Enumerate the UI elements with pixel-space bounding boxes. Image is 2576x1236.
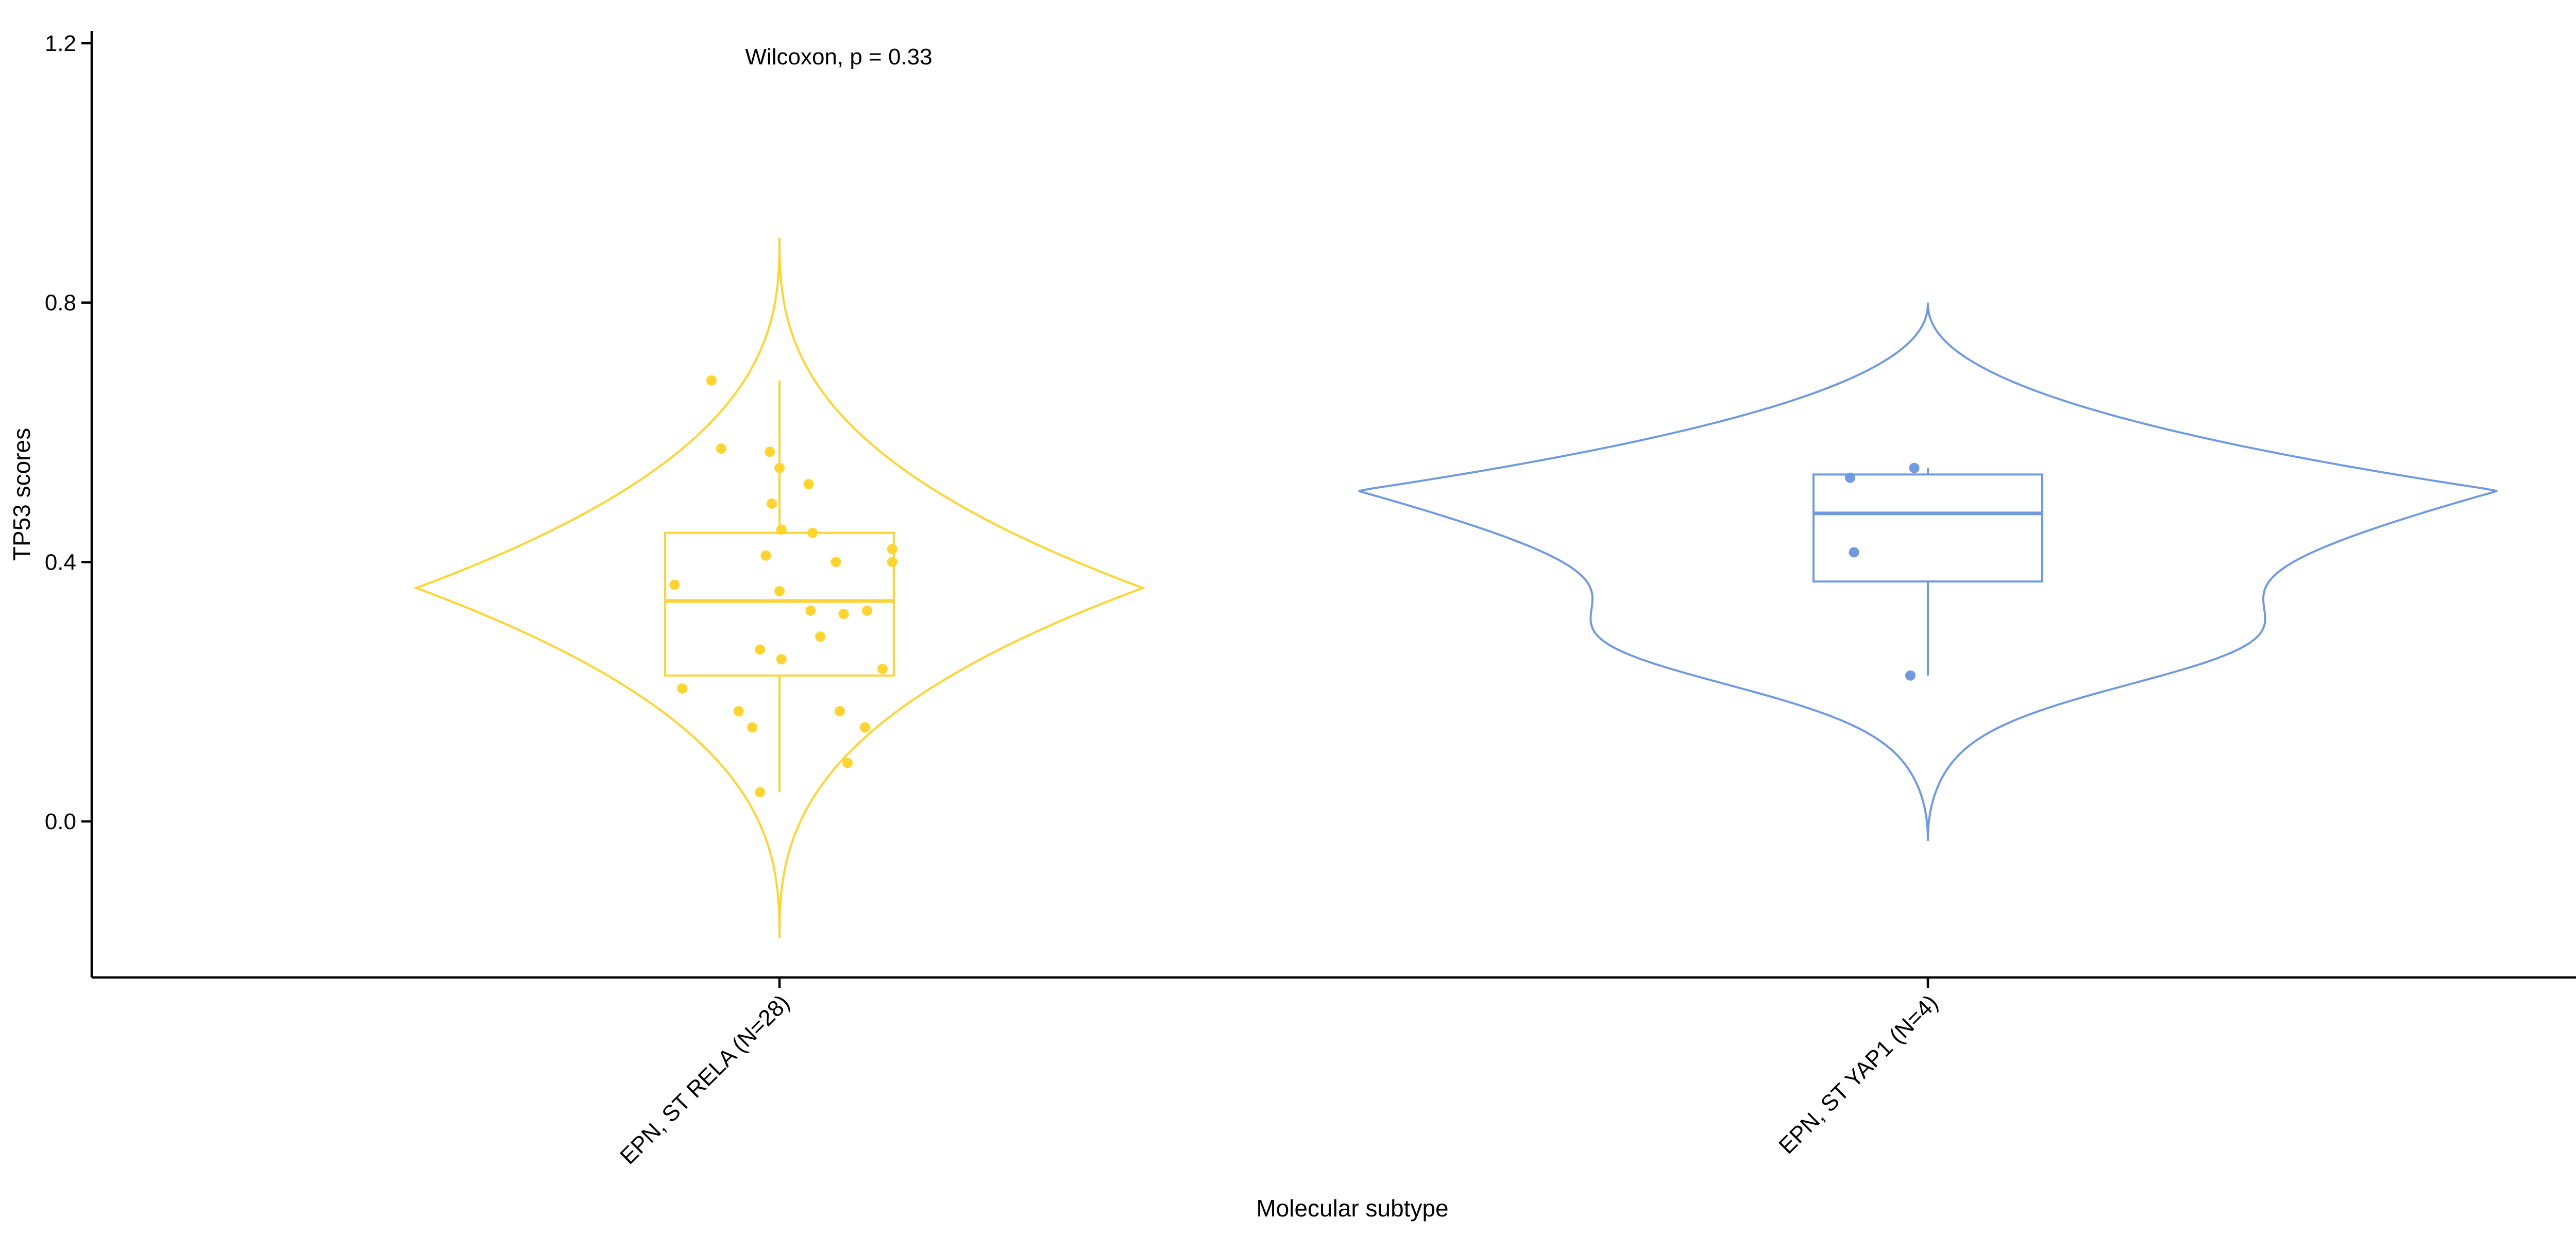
y-tick-label-1: 0.0 bbox=[45, 809, 76, 834]
violin-1 bbox=[413, 237, 1146, 938]
data-point-1-18 bbox=[815, 631, 826, 642]
data-point-1-13 bbox=[669, 579, 680, 590]
data-point-1-15 bbox=[861, 605, 872, 616]
data-point-2-3 bbox=[1849, 547, 1859, 558]
plot-area bbox=[413, 237, 2498, 938]
data-point-1-11 bbox=[831, 557, 841, 568]
axes: EPN, ST RELA (N=28) EPN, ST YAP1 (N=4) 0.0… bbox=[45, 31, 2576, 1169]
data-point-1-2 bbox=[716, 443, 726, 454]
data-point-1-6 bbox=[766, 499, 777, 509]
data-point-1-7 bbox=[776, 524, 787, 535]
box-1 bbox=[664, 531, 895, 677]
y-tick-label-4: 1.2 bbox=[45, 31, 76, 56]
y-tick-label-2: 0.4 bbox=[45, 550, 76, 575]
data-point-1-20 bbox=[776, 654, 787, 665]
data-point-1-27 bbox=[842, 758, 853, 768]
x-tick-label-2: EPN, ST YAP1 (N=4) bbox=[1774, 990, 1943, 1159]
data-point-1-14 bbox=[774, 586, 785, 596]
x-axis-title: Molecular subtype bbox=[1256, 1195, 1448, 1222]
data-point-1-19 bbox=[755, 644, 766, 655]
data-point-1-10 bbox=[760, 550, 771, 561]
data-point-1-24 bbox=[834, 706, 845, 716]
data-point-1-28 bbox=[755, 787, 766, 798]
data-point-1-26 bbox=[860, 722, 871, 733]
data-point-1-23 bbox=[733, 706, 744, 716]
wilcoxon-annotation: Wilcoxon, p = 0.33 bbox=[745, 44, 932, 70]
data-point-1-1 bbox=[706, 375, 717, 386]
data-point-1-5 bbox=[803, 479, 814, 490]
data-point-1-17 bbox=[838, 609, 849, 620]
x-tick-label-1: EPN, ST RELA (N=28) bbox=[615, 990, 794, 1169]
data-point-1-3 bbox=[765, 447, 775, 457]
data-point-1-25 bbox=[747, 722, 758, 733]
data-point-1-22 bbox=[677, 683, 688, 694]
data-point-2-2 bbox=[1909, 462, 1920, 473]
data-point-1-21 bbox=[877, 664, 888, 675]
data-point-1-16 bbox=[805, 605, 816, 616]
data-point-1-8 bbox=[807, 527, 818, 538]
data-point-1-9 bbox=[887, 544, 897, 555]
data-point-2-1 bbox=[1845, 472, 1856, 483]
box-2 bbox=[1812, 473, 2043, 583]
data-point-1-4 bbox=[774, 462, 785, 473]
data-point-1-12 bbox=[887, 557, 897, 568]
y-tick-label-3: 0.8 bbox=[45, 290, 76, 316]
data-point-2-4 bbox=[1905, 670, 1916, 681]
violin-2 bbox=[1358, 302, 2498, 841]
y-axis-title: TP53 scores bbox=[8, 428, 35, 561]
